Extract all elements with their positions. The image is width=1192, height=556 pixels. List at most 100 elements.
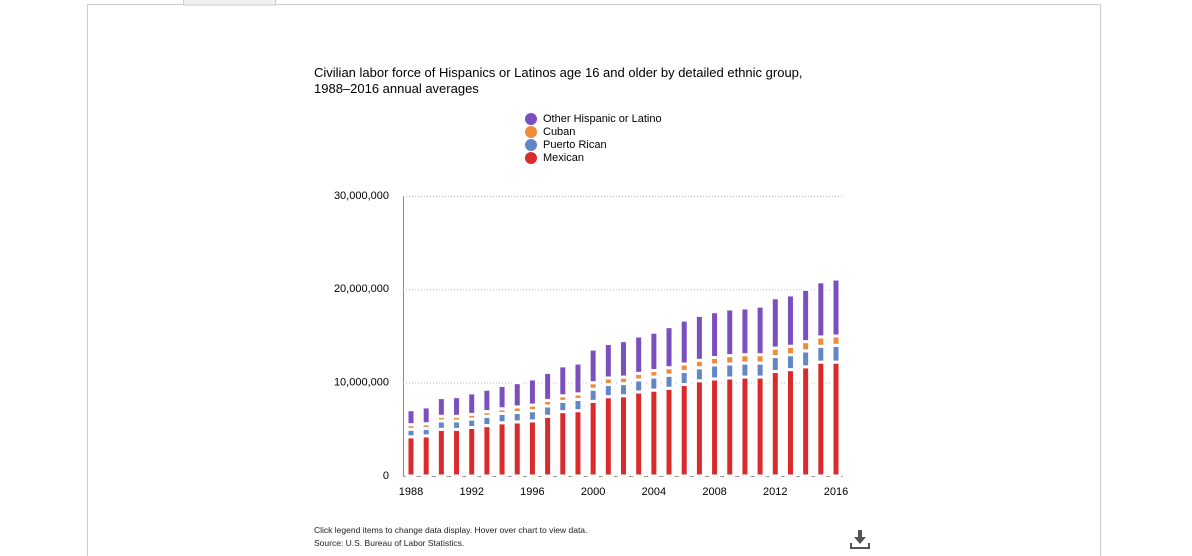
bar-segment bbox=[602, 383, 614, 399]
bar-segment bbox=[451, 427, 463, 478]
bar-segment bbox=[602, 341, 614, 380]
bar-segment bbox=[830, 277, 842, 338]
bar-segment bbox=[466, 425, 478, 478]
bar-segment bbox=[663, 373, 675, 390]
bar-segment bbox=[693, 379, 705, 478]
bar-segment bbox=[800, 287, 812, 344]
bar-segment bbox=[739, 306, 751, 357]
bar-segment bbox=[663, 325, 675, 370]
bar-segment bbox=[724, 362, 736, 380]
bar-segment bbox=[693, 366, 705, 383]
bar-segment bbox=[542, 370, 554, 402]
bar-segment bbox=[496, 383, 508, 411]
bar-segment bbox=[815, 280, 827, 339]
legend-swatch[interactable] bbox=[525, 113, 537, 125]
download-icon[interactable] bbox=[850, 530, 870, 549]
bar-segment bbox=[435, 396, 447, 418]
bar-segment bbox=[633, 334, 645, 375]
bar-segment bbox=[830, 360, 842, 478]
panel-border bbox=[87, 4, 1101, 556]
bar-segment bbox=[724, 376, 736, 478]
bar-segment bbox=[754, 375, 766, 478]
bar-segment bbox=[800, 349, 812, 369]
y-tick-label: 0 bbox=[383, 470, 389, 482]
bar-segment bbox=[451, 395, 463, 418]
legend-swatch[interactable] bbox=[525, 152, 537, 164]
x-tick-label: 2004 bbox=[642, 486, 666, 498]
chart-title: Civilian labor force of Hispanics or Lat… bbox=[314, 65, 803, 96]
x-tick-label: 2000 bbox=[581, 486, 605, 498]
bar-segment bbox=[709, 377, 721, 478]
bar-segment bbox=[511, 381, 523, 409]
bar-segment bbox=[526, 377, 538, 407]
bar-segment bbox=[678, 369, 690, 387]
bar-segment bbox=[769, 296, 781, 350]
bar-segment bbox=[769, 355, 781, 373]
bar-segment bbox=[784, 293, 796, 348]
bar-segment bbox=[496, 421, 508, 478]
legend-label[interactable]: Other Hispanic or Latino bbox=[543, 113, 662, 125]
legend-label[interactable]: Cuban bbox=[543, 126, 575, 138]
bar-segment bbox=[784, 368, 796, 478]
bar-segment bbox=[618, 382, 629, 398]
bar-segment bbox=[724, 307, 736, 358]
bar-segment bbox=[769, 369, 781, 478]
x-tick-label: 1996 bbox=[520, 486, 544, 498]
bar-segment bbox=[557, 399, 569, 414]
bar-segment bbox=[830, 343, 842, 364]
bar-segment bbox=[709, 363, 721, 381]
x-tick-label: 1992 bbox=[459, 486, 483, 498]
legend-label[interactable]: Puerto Rican bbox=[543, 139, 607, 151]
bar-segment bbox=[633, 390, 645, 478]
bar-segment bbox=[800, 365, 812, 478]
x-tick-label: 2012 bbox=[763, 486, 787, 498]
bar-segment bbox=[405, 408, 417, 427]
bar-segment bbox=[602, 395, 614, 478]
bar-segment bbox=[633, 378, 645, 394]
bar-segment bbox=[542, 404, 554, 418]
bar-segment bbox=[739, 375, 751, 478]
bar-segment bbox=[557, 410, 569, 478]
bar-segment bbox=[663, 386, 675, 478]
bar-segment bbox=[572, 361, 584, 396]
bar-segment bbox=[466, 391, 478, 416]
y-tick-label: 20,000,000 bbox=[334, 283, 389, 295]
bar-segment bbox=[618, 394, 629, 478]
legend-swatch[interactable] bbox=[525, 139, 537, 151]
legend-label[interactable]: Mexican bbox=[543, 152, 584, 164]
bar-segment bbox=[815, 360, 827, 478]
bar-segment bbox=[709, 310, 721, 359]
x-tick-label: 1988 bbox=[399, 486, 423, 498]
legend-swatch[interactable] bbox=[525, 126, 537, 138]
bar-segment bbox=[572, 397, 584, 413]
bar-segment bbox=[511, 420, 523, 478]
bar-segment bbox=[481, 424, 493, 478]
bar-segment bbox=[572, 409, 584, 478]
x-tick-label: 2016 bbox=[824, 486, 848, 498]
bar-segment bbox=[678, 318, 690, 366]
bar-segment bbox=[420, 405, 432, 426]
bar-segment bbox=[618, 339, 629, 379]
bar-segment bbox=[587, 399, 599, 478]
y-tick-label: 30,000,000 bbox=[334, 190, 389, 202]
bar-segment bbox=[784, 353, 796, 372]
bar-segment bbox=[420, 434, 432, 478]
tab bbox=[183, 0, 276, 6]
bar-segment bbox=[815, 344, 827, 364]
bar-segment bbox=[739, 361, 751, 379]
bar-segment bbox=[754, 361, 766, 379]
bar-segment bbox=[754, 304, 766, 357]
bar-segment bbox=[481, 387, 493, 414]
note: Click legend items to change data displa… bbox=[314, 525, 588, 535]
x-tick-label: 2008 bbox=[702, 486, 726, 498]
y-tick-label: 10,000,000 bbox=[334, 377, 389, 389]
bar-segment bbox=[648, 375, 660, 392]
bar-segment bbox=[557, 364, 569, 398]
bar-segment bbox=[526, 419, 538, 478]
bar-segment bbox=[405, 435, 417, 478]
bar-segment bbox=[587, 387, 599, 403]
bar-segment bbox=[542, 414, 554, 478]
bar-segment bbox=[587, 347, 599, 385]
